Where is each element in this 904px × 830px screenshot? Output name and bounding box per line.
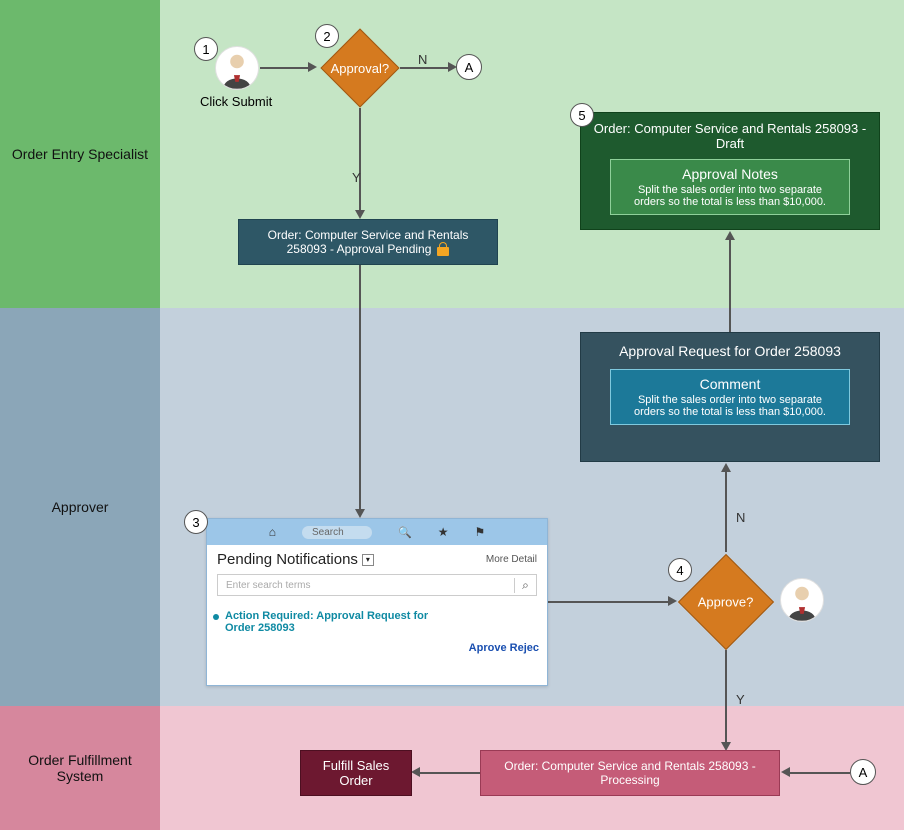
edge-label-Y-1: Y <box>352 170 361 185</box>
comment-body: Split the sales order into two separate … <box>621 394 839 418</box>
edge-label-N-2: N <box>736 510 745 525</box>
notifications-panel: ⌂ Search 🔍 ★ ⚑ Pending Notifications ▾ Mo… <box>206 518 548 686</box>
step-4-badge: 4 <box>668 558 692 582</box>
home-icon[interactable]: ⌂ <box>269 525 276 539</box>
person-icon-specialist <box>215 46 259 90</box>
lane-label-approver: Approver <box>0 308 160 706</box>
search-pill[interactable]: Search <box>302 526 372 539</box>
order-processing-box: Order: Computer Service and Rentals 2580… <box>480 750 780 796</box>
notif-search-placeholder: Enter search terms <box>218 580 514 591</box>
notif-search-input[interactable]: Enter search terms ⌕ <box>217 574 537 596</box>
connector-A-top: A <box>456 54 482 80</box>
person-icon-approver <box>780 578 824 622</box>
step-1-badge: 1 <box>194 37 218 61</box>
search-icon[interactable]: 🔍 <box>398 526 412 539</box>
comment-title: Comment <box>621 376 839 392</box>
lane-label-column: Order Entry Specialist Approver Order Fu… <box>0 0 160 830</box>
search-button-icon[interactable]: ⌕ <box>514 578 536 593</box>
edge-label-N-1: N <box>418 52 427 67</box>
notif-item-line2: Order 258093 <box>225 622 533 634</box>
star-icon[interactable]: ★ <box>438 525 449 539</box>
order-pending-box: Order: Computer Service and Rentals 2580… <box>238 219 498 265</box>
step-3-badge: 3 <box>184 510 208 534</box>
lane-label-entry: Order Entry Specialist <box>0 0 160 308</box>
swimlane-diagram: Order Entry Specialist Approver Order Fu… <box>0 0 904 830</box>
approval-notes-body: Split the sales order into two separate … <box>621 184 839 208</box>
order-draft-title: Order: Computer Service and Rentals 2580… <box>591 121 869 151</box>
reject-link[interactable]: Rejec <box>510 642 539 654</box>
lane-label-fulfill: Order Fulfillment System <box>0 706 160 830</box>
lane-content-column: 1 Click Submit 2 Approval? N A <box>160 0 904 830</box>
edge-label-Y-2: Y <box>736 692 745 707</box>
fulfill-order-box: Fulfill Sales Order <box>300 750 412 796</box>
click-submit-label: Click Submit <box>200 94 272 109</box>
lock-icon <box>437 242 449 256</box>
flag-icon[interactable]: ⚑ <box>474 525 485 539</box>
approve-link[interactable]: Aprove <box>469 642 507 654</box>
dropdown-icon[interactable]: ▾ <box>362 554 374 566</box>
step-2-badge: 2 <box>315 24 339 48</box>
notif-toolbar: ⌂ Search 🔍 ★ ⚑ <box>207 519 547 545</box>
step-5-badge: 5 <box>570 103 594 127</box>
order-processing-text: Order: Computer Service and Rentals 2580… <box>491 759 769 787</box>
approval-notes-title: Approval Notes <box>621 166 839 182</box>
decision-approve-label: Approve? <box>698 595 754 610</box>
notification-item[interactable]: Action Required: Approval Request for Or… <box>207 600 547 638</box>
order-draft-box: Order: Computer Service and Rentals 2580… <box>580 112 880 230</box>
connector-A-bottom: A <box>850 759 876 785</box>
decision-approval-label: Approval? <box>331 61 390 76</box>
flow-layer: 1 Click Submit 2 Approval? N A <box>160 0 904 830</box>
approval-request-box: Approval Request for Order 258093 Commen… <box>580 332 880 462</box>
notif-item-line1: Action Required: Approval Request for <box>225 610 533 622</box>
fulfill-order-text: Fulfill Sales Order <box>311 758 401 788</box>
notif-title: Pending Notifications <box>217 551 358 568</box>
more-details-link[interactable]: More Detail <box>486 554 537 565</box>
approval-request-title: Approval Request for Order 258093 <box>619 343 841 359</box>
